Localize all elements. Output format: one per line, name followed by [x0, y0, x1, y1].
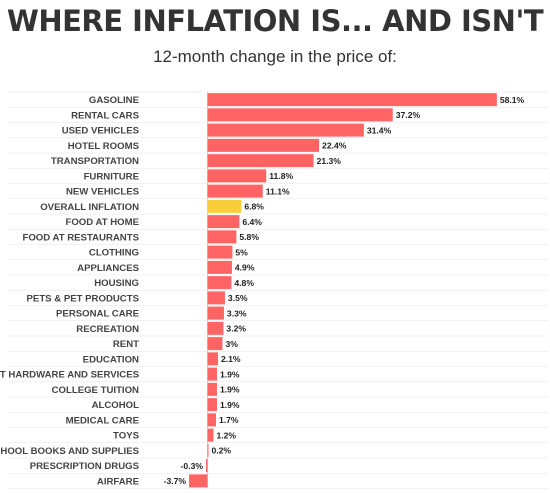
category-label: OVERALL INFLATION	[40, 202, 139, 213]
value-label: 0.2%	[211, 446, 231, 456]
value-label: 1.2%	[216, 430, 236, 440]
category-label: AIRFARE	[97, 476, 140, 487]
bar-recreation	[207, 321, 224, 335]
bar-education	[207, 352, 218, 366]
bar-it-hardware-and-services	[207, 367, 217, 381]
bar-gasoline	[207, 93, 497, 107]
bar-used-vehicles	[207, 123, 364, 137]
value-label: 22.4%	[322, 141, 347, 151]
category-label: APPLIANCES	[77, 263, 139, 274]
value-label: 37.2%	[396, 110, 421, 120]
value-label: 11.8%	[269, 171, 293, 181]
bar-furniture	[207, 169, 267, 183]
bar-alcohol	[207, 398, 217, 412]
bar-rent	[207, 337, 223, 351]
chart-title: WHERE INFLATION IS... AND ISN'T	[6, 4, 544, 38]
category-label: PETS & PET PRODUCTS	[27, 293, 140, 304]
bar-overall-inflation	[207, 199, 242, 213]
category-label: IT HARDWARE AND SERVICES	[0, 370, 140, 381]
value-label: 58.1%	[500, 95, 525, 105]
category-label: NEW VEHICLES	[66, 187, 140, 198]
value-label: 6.8%	[244, 202, 264, 212]
bar-food-at-home	[207, 215, 240, 229]
category-label: RENTAL CARS	[71, 110, 139, 121]
bar-rental-cars	[207, 108, 393, 122]
value-label: 6.4%	[242, 217, 262, 227]
bar-personal-care	[207, 306, 224, 320]
bar-transportation	[207, 154, 314, 168]
category-label: FOOD AT HOME	[65, 217, 139, 228]
category-label: RECREATION	[76, 324, 139, 335]
category-label: CLOTHING	[89, 248, 139, 259]
value-label: 5%	[235, 247, 248, 257]
bar-new-vehicles	[207, 184, 263, 198]
bar-school-books-and-supplies	[207, 443, 209, 457]
category-label: COLLEGE TUITION	[52, 385, 139, 396]
category-label: GASOLINE	[89, 95, 140, 106]
value-label: 2.1%	[221, 354, 241, 364]
value-label: 3.3%	[227, 308, 247, 318]
bar-airfare	[189, 474, 208, 488]
value-label: 1.9%	[220, 385, 240, 395]
bar-pets-pet-products	[207, 291, 225, 305]
value-label: 3.2%	[226, 324, 246, 334]
value-label: 3.5%	[228, 293, 248, 303]
value-label: -0.3%	[181, 461, 204, 471]
value-label: 21.3%	[317, 156, 342, 166]
category-label: FOOD AT RESTAURANTS	[22, 232, 139, 243]
category-label: FURNITURE	[84, 171, 140, 182]
category-label: TOYS	[113, 431, 140, 442]
category-label: SCHOOL BOOKS AND SUPPLIES	[0, 446, 140, 457]
bar-toys	[207, 428, 214, 442]
category-label: USED VEHICLES	[62, 126, 140, 137]
value-label: 1.7%	[219, 415, 239, 425]
value-label: 31.4%	[367, 125, 392, 135]
value-label: 3%	[225, 339, 238, 349]
bar-appliances	[207, 260, 232, 274]
value-label: -3.7%	[164, 476, 187, 486]
bar-medical-care	[207, 413, 216, 427]
bar-clothing	[207, 245, 233, 259]
category-label: HOTEL ROOMS	[68, 141, 140, 152]
category-label: EDUCATION	[83, 354, 139, 365]
bar-college-tuition	[207, 382, 217, 396]
bar-prescription-drugs	[206, 459, 208, 473]
value-label: 1.9%	[220, 400, 240, 410]
bar-housing	[207, 276, 232, 290]
category-label: PRESCRIPTION DRUGS	[30, 461, 140, 472]
chart-subtitle: 12-month change in the price of:	[153, 47, 397, 66]
bar-food-at-restaurants	[207, 230, 237, 244]
bar-hotel-rooms	[207, 138, 320, 152]
gridlines	[8, 91, 548, 489]
value-label: 5.8%	[239, 232, 259, 242]
value-label: 11.1%	[266, 186, 290, 196]
value-label: 4.8%	[234, 278, 254, 288]
category-label: TRANSPORTATION	[51, 156, 139, 167]
category-label: RENT	[113, 339, 139, 350]
category-label: HOUSING	[94, 278, 139, 289]
category-label: MEDICAL CARE	[66, 415, 140, 426]
value-label: 1.9%	[220, 369, 240, 379]
category-label: PERSONAL CARE	[56, 309, 140, 320]
category-label: ALCOHOL	[92, 400, 140, 411]
value-label: 4.9%	[235, 263, 255, 273]
